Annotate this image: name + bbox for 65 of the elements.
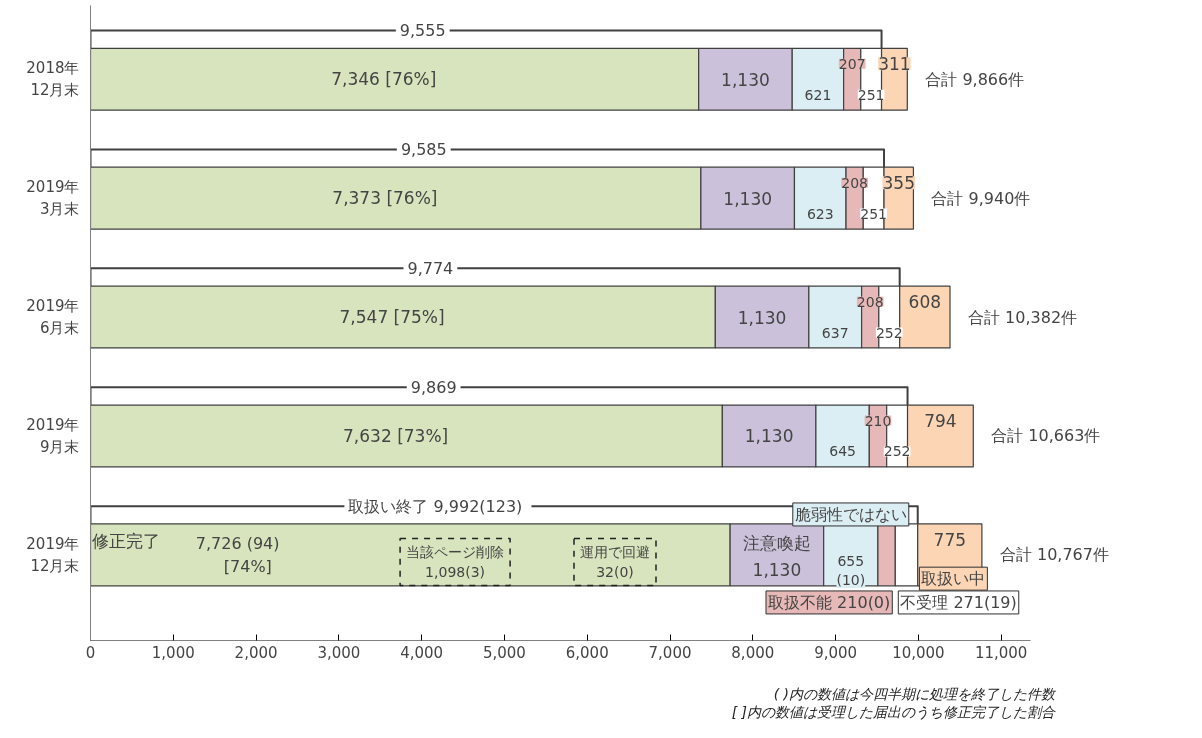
total-label: 合計 9,940件: [931, 188, 1031, 208]
x-tick-label: 0: [85, 643, 96, 662]
data-label: 355: [882, 173, 915, 194]
annotation: 9,774: [407, 259, 454, 279]
x-tick-label: 11,000: [974, 643, 1028, 662]
data-label: 252: [883, 443, 911, 460]
annotation: 9,555: [399, 21, 446, 41]
data-label: 775: [933, 529, 967, 550]
data-label: 637: [821, 324, 849, 341]
data-label: 311: [878, 54, 911, 75]
x-tick-label: 1,000: [151, 643, 195, 662]
annotation: 取扱い終了 9,992(123): [348, 496, 523, 516]
x-tick-label: 3,000: [317, 643, 361, 662]
x-tick-label: 8,000: [731, 643, 775, 662]
series-label: 取扱い中: [921, 569, 986, 589]
data-label: 621: [804, 86, 832, 103]
x-tick-label: 9,000: [814, 643, 858, 662]
text: [ ]内の数値は受理した届出のうち修正完了した割合: [731, 704, 1055, 720]
data-label: 7,632 [73%]: [343, 425, 449, 446]
data-label: 623: [806, 205, 834, 222]
y-tick-label: 2019年 6月末: [26, 297, 80, 337]
x-tick-label: 5,000: [482, 643, 526, 662]
data-label: 207: [838, 55, 866, 72]
data-label: 210: [864, 412, 892, 429]
total-label: 合計 9,866件: [925, 69, 1025, 89]
data-label: 251: [857, 86, 885, 103]
text: ( )内の数値は今四半期に処理を終了した件数: [773, 686, 1055, 702]
data-label: 1,130: [752, 559, 802, 580]
data-label: 208: [856, 293, 884, 310]
data-label: 1,130: [721, 69, 770, 90]
data-label: 251: [860, 205, 888, 222]
x-tick-label: 7,000: [648, 643, 692, 662]
data-label: 608: [908, 292, 942, 313]
total-label: 合計 10,767件: [999, 545, 1109, 565]
series-label: 脆弱性ではない: [794, 504, 907, 524]
y-tick-label: 2019年 12月末: [26, 535, 80, 575]
text: 不受理 271(19): [900, 592, 1017, 612]
data-label: 252: [875, 324, 903, 341]
y-tick-label: 2019年 3月末: [26, 178, 80, 218]
data-label: 7,373 [76%]: [332, 188, 438, 209]
total-label: 合計 10,663件: [991, 426, 1101, 446]
data-label: 7,346 [76%]: [331, 69, 437, 90]
data-label: 1,130: [737, 307, 787, 328]
data-label: 794: [924, 411, 957, 432]
total-label: 合計 10,382件: [968, 307, 1078, 327]
data-label: 655 (10): [836, 552, 866, 588]
x-tick-label: 6,000: [565, 643, 609, 662]
x-tick-label: 10,000: [892, 643, 945, 662]
annotation: 9,869: [410, 378, 457, 398]
y-tick-label: 2018年 12月末: [26, 59, 80, 100]
data-label: 645: [829, 443, 856, 460]
annotation: 当該ページ削除 1,098(3): [406, 544, 505, 580]
annotation: 9,585: [400, 140, 447, 160]
series-label: 注意喚起: [742, 532, 811, 553]
x-tick-label: 2,000: [234, 643, 278, 662]
data-label: 208: [841, 174, 869, 191]
x-tick-label: 4,000: [400, 643, 444, 662]
annotation: 運用で回避 32(0): [579, 544, 650, 580]
data-label: 7,726 (94) [74%]: [195, 533, 280, 576]
y-tick-label: 2019年 9月末: [26, 416, 80, 456]
data-label: 1,130: [723, 188, 773, 209]
text: 取扱不能 210(0): [768, 592, 891, 612]
data-label: 1,130: [744, 426, 794, 447]
data-label: 7,547 [75%]: [339, 307, 445, 328]
series-label: 修正完了: [92, 530, 161, 551]
